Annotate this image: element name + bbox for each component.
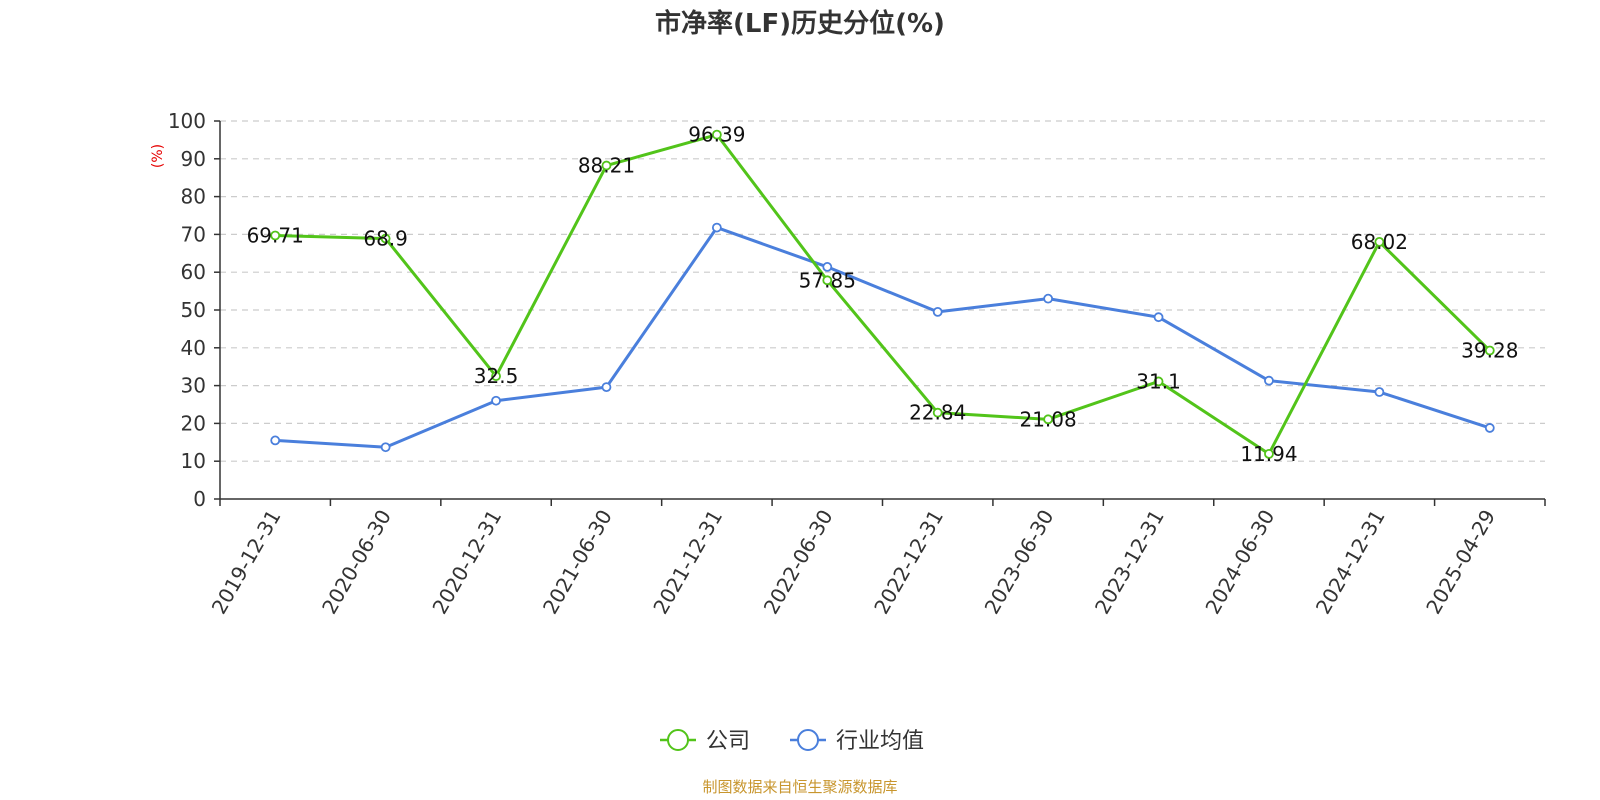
x-tick-label: 2021-12-31 [648,506,727,619]
axes: 0 10 20 30 40 50 60 70 80 90 100 2019-12-31 2020-06-… [168,109,1546,619]
industry-data-point [711,222,722,233]
x-tick-label: 2024-06-30 [1200,506,1279,619]
y-tick-label: 60 [181,260,206,284]
industry-data-point [1374,387,1385,397]
company-data-point [1264,448,1274,459]
company-data-label: 39.28 [1461,339,1518,363]
company-data-point [270,230,281,241]
x-tick-label: 2020-06-30 [317,506,396,619]
y-tick-label: 0 [193,487,206,511]
industry-data-point [1153,312,1164,323]
company-series-line [275,133,1491,456]
industry-data-point [601,382,612,393]
x-tick-label: 2020-12-31 [427,505,506,618]
legend: 公司 行业均值 [660,729,924,754]
company-data-point [1043,414,1054,425]
industry-data-point [822,262,833,272]
series-layer: 69.71 68.9 32.5 88.21 96.39 57.85 22.84 21.08 31… [247,123,1519,466]
company-data-point [601,160,612,171]
industry-legend-label: 行业均值 [836,729,924,754]
company-data-point [380,233,391,244]
industry-data-point [1484,423,1495,433]
company-data-point [1484,345,1495,356]
x-tick-label: 2021-06-30 [538,506,617,619]
y-tick-label: 40 [181,336,206,360]
company-data-label: 68.9 [363,227,408,251]
company-data-point [1153,376,1164,387]
grid-lines [220,120,1545,462]
y-tick-label: 10 [181,449,206,473]
y-tick-label: 90 [181,147,206,171]
chart-title: 市净率(LF)历史分位(%) [655,8,945,39]
company-data-label: 21.08 [1019,407,1076,431]
x-tick-label: 2025-04-29 [1421,506,1500,619]
x-tick-label: 2023-12-31 [1090,506,1169,619]
company-data-label: 96.39 [688,123,745,147]
company-data-label: 69.71 [247,223,304,247]
company-data-point [822,275,833,286]
company-data-point [1374,236,1385,247]
y-tick-label: 70 [181,222,206,246]
company-data-label: 88.21 [578,154,635,178]
industry-data-point [380,442,391,453]
x-tick-label: 2019-12-31 [207,506,286,619]
company-data-point [932,407,943,418]
x-tick-label: 2023-06-30 [980,506,1059,619]
x-tick-label: 2022-12-31 [869,505,948,618]
company-data-point [711,129,722,140]
industry-legend-marker [797,729,819,751]
industry-data-point [1264,375,1274,386]
industry-data-point [491,395,501,406]
company-data-label: 57.85 [799,268,856,292]
y-tick-label: 50 [181,298,206,322]
y-tick-label: 100 [168,109,206,133]
y-tick-label: 80 [181,185,206,209]
y-axis-unit-label: (%) [150,144,166,168]
industry-data-point [1043,293,1054,304]
company-legend-marker [667,729,689,751]
company-legend-label: 公司 [706,729,750,754]
company-data-label: 31.1 [1136,369,1181,393]
company-data-label: 32.5 [474,364,519,388]
company-data-point [491,371,501,382]
y-tick-label: 20 [181,411,206,435]
company-data-label: 22.84 [909,401,966,425]
industry-data-point [932,306,943,317]
x-tick-label: 2024-12-31 [1311,506,1390,619]
y-tick-label: 30 [181,374,206,398]
industry-series-line [275,226,1491,449]
x-tick-label: 2022-06-30 [759,506,838,619]
company-data-label: 68.02 [1351,230,1408,254]
industry-data-point [270,435,281,446]
data-source-note: 制图数据来自恒生聚源数据库 [702,778,897,796]
company-data-label: 11.94 [1240,442,1297,466]
